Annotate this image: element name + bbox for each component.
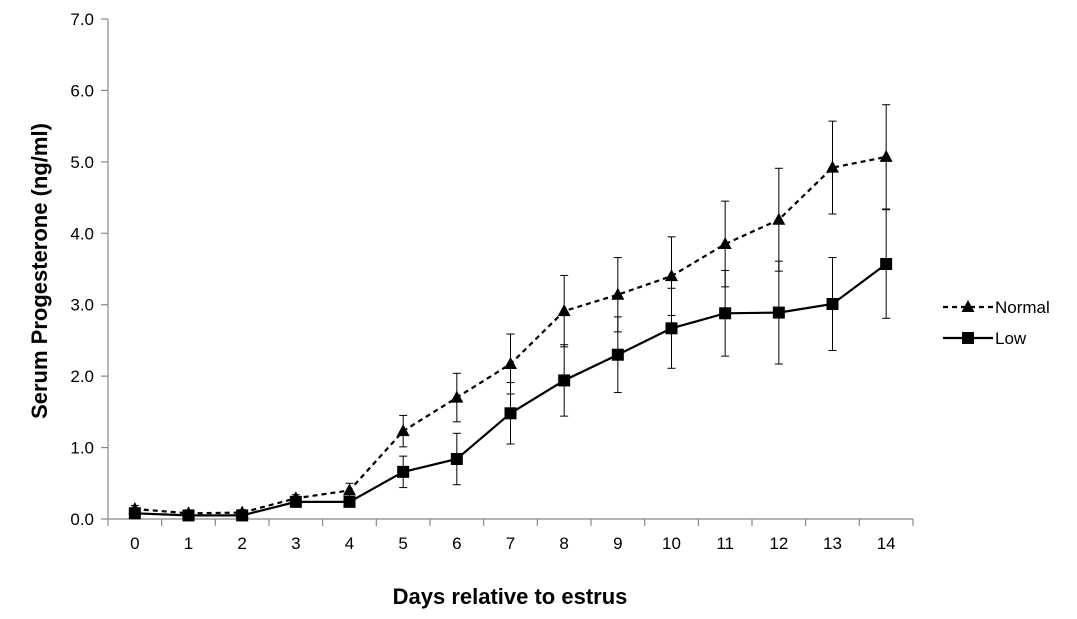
x-tick-label: 8 (559, 534, 568, 553)
data-point-low (128, 507, 141, 520)
data-point-low (289, 495, 302, 508)
data-point-normal (557, 304, 571, 317)
data-point-low (343, 495, 356, 508)
series-layer (128, 104, 893, 522)
data-point-low (665, 322, 678, 335)
x-tick-label: 7 (506, 534, 515, 553)
data-point-normal (879, 149, 893, 162)
data-point-low (504, 407, 517, 420)
legend-label-low: Low (995, 329, 1027, 348)
legend-label-normal: Normal (995, 298, 1050, 317)
y-axis-ticks: 0.0 1.0 2.0 3.0 4.0 5.0 6.0 7.0 (70, 10, 108, 529)
x-tick-label: 5 (398, 534, 407, 553)
legend: Normal Low (943, 298, 1050, 348)
y-tick-label: 2.0 (70, 367, 94, 386)
data-point-normal (396, 424, 410, 437)
x-tick-label: 1 (184, 534, 193, 553)
x-tick-label: 12 (769, 534, 788, 553)
data-point-low (880, 258, 893, 270)
x-tick-label: 3 (291, 534, 300, 553)
x-tick-label: 2 (237, 534, 246, 553)
data-point-normal (504, 357, 517, 369)
y-tick-label: 4.0 (70, 224, 94, 243)
data-point-normal (718, 237, 732, 249)
x-tick-label: 11 (716, 534, 734, 553)
data-point-low (719, 307, 732, 320)
x-axis-title: Days relative to estrus (393, 584, 628, 609)
data-point-normal (665, 269, 678, 282)
y-tick-label: 1.0 (70, 439, 94, 458)
x-tick-label: 6 (452, 534, 461, 553)
x-tick-label: 13 (823, 534, 842, 553)
y-axis-title: Serum Progesterone (ng/ml) (27, 123, 52, 419)
x-tick-label: 9 (613, 534, 622, 553)
y-tick-label: 0.0 (70, 510, 94, 529)
data-point-normal (343, 483, 356, 496)
x-tick-label: 14 (877, 534, 896, 553)
legend-marker-normal (961, 300, 975, 312)
data-point-low (611, 348, 624, 361)
data-point-normal (772, 212, 786, 225)
x-axis-ticks: 0 1 2 3 4 5 6 7 8 9 10 11 12 13 14 (107, 519, 914, 553)
legend-item-normal: Normal (943, 298, 1050, 317)
legend-item-low: Low (943, 329, 1027, 348)
x-tick-label: 10 (662, 534, 681, 553)
series-low (128, 209, 893, 522)
data-point-low (558, 374, 571, 387)
y-tick-label: 6.0 (70, 81, 94, 100)
data-point-normal (450, 390, 464, 403)
data-point-normal (611, 287, 625, 300)
y-tick-label: 3.0 (70, 296, 94, 315)
data-point-low (397, 465, 410, 478)
y-tick-label: 5.0 (70, 153, 94, 172)
x-tick-label: 0 (130, 534, 139, 553)
data-point-low (182, 509, 195, 522)
legend-marker-low (962, 332, 974, 344)
data-point-low (450, 453, 463, 465)
data-point-low (236, 509, 249, 522)
x-tick-label: 4 (345, 534, 354, 553)
data-point-low (826, 298, 839, 310)
data-point-low (772, 306, 785, 319)
y-tick-label: 7.0 (70, 10, 94, 29)
data-point-normal (826, 160, 839, 173)
